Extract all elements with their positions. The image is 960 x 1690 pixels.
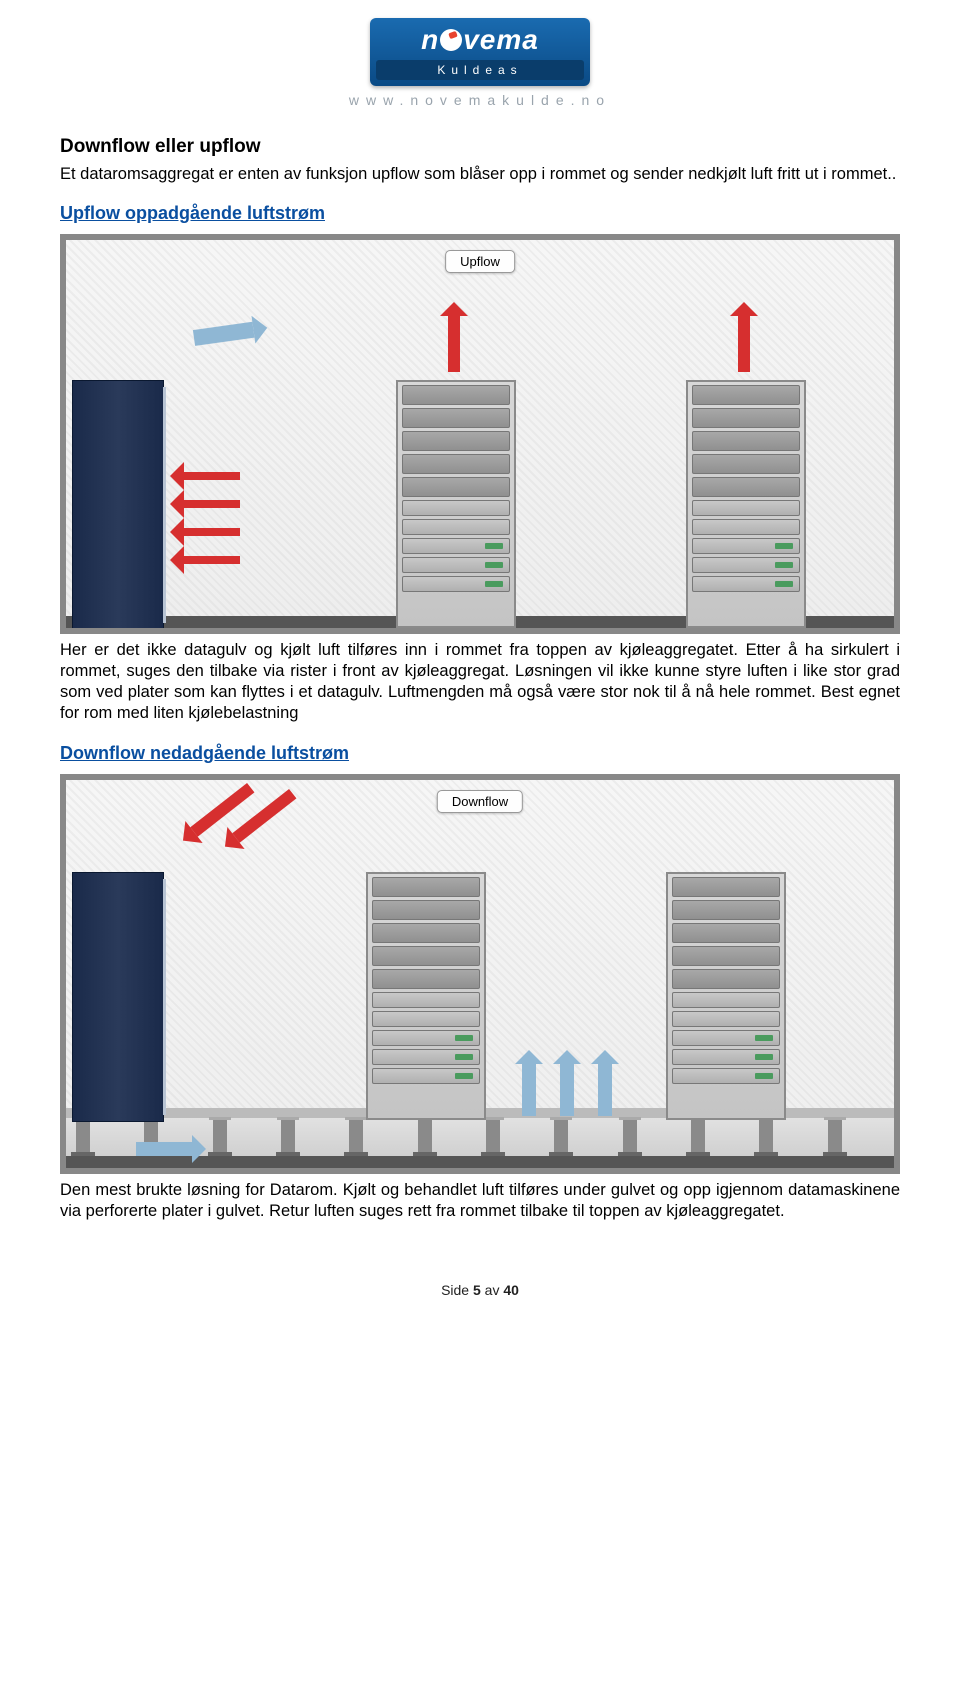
- diagram2-floor: [66, 1156, 894, 1168]
- page-body: Downflow eller upflow Et dataromsaggrega…: [0, 136, 960, 1338]
- brand-logo: nvema Kuldeas: [370, 18, 590, 86]
- upflow-diagram: Upflow: [60, 234, 900, 634]
- footer-prefix: Side: [441, 1282, 473, 1298]
- footer-mid: av: [481, 1282, 504, 1298]
- server-rack: [686, 380, 806, 628]
- server-rack: [366, 872, 486, 1120]
- diagram2-badge: Downflow: [437, 790, 523, 813]
- server-rack: [666, 872, 786, 1120]
- page-header: nvema Kuldeas www.novemakulde.no: [0, 0, 960, 108]
- main-heading: Downflow eller upflow: [60, 136, 900, 158]
- logo-text: nvema: [370, 18, 590, 56]
- paragraph2: Den mest brukte løsning for Datarom. Kjø…: [60, 1180, 900, 1222]
- section2-title: Downflow nedadgående luftstrøm: [60, 743, 900, 764]
- footer-page: 5: [473, 1282, 481, 1298]
- ac-unit: [72, 872, 164, 1122]
- downflow-diagram: Downflow: [60, 774, 900, 1174]
- server-rack: [396, 380, 516, 628]
- logo-subtitle: Kuldeas: [376, 60, 584, 80]
- page-footer: Side 5 av 40: [60, 1282, 900, 1298]
- section1-title: Upflow oppadgående luftstrøm: [60, 203, 900, 224]
- footer-total: 40: [503, 1282, 519, 1298]
- diagram1-badge: Upflow: [445, 250, 515, 273]
- intro-paragraph: Et dataromsaggregat er enten av funksjon…: [60, 164, 900, 185]
- logo-url: www.novemakulde.no: [0, 92, 960, 108]
- paragraph1: Her er det ikke datagulv og kjølt luft t…: [60, 640, 900, 724]
- ac-unit: [72, 380, 164, 630]
